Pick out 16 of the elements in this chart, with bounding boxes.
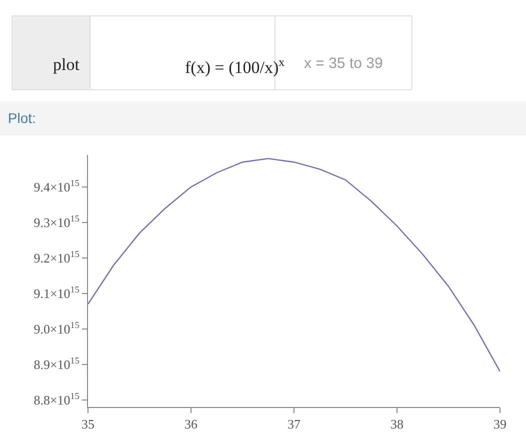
- text: f(x) = (100/x)$^{x}$: [185, 55, 285, 78]
- y-tick-label: 9.4×10$^{15}$: [34, 178, 80, 194]
- y-tick-label: 8.8×10$^{15}$: [34, 390, 80, 408]
- y-tick-label: 8.9×10$^{15}$: [34, 356, 80, 372]
- x-tick-label: 36: [184, 416, 198, 432]
- x-tick-label: 35: [82, 416, 94, 432]
- x-tick-label: 38: [390, 416, 404, 432]
- chart-title: Plot:: [8, 110, 36, 126]
- text: plot: [53, 55, 80, 74]
- x-tick-label: 39: [494, 416, 506, 432]
- y-tick-label: 9.1×10$^{15}$: [34, 284, 80, 301]
- y-tick-label: 9.2×10$^{15}$: [34, 249, 80, 266]
- text: x = 35 to 39: [304, 55, 383, 72]
- y-tick-label: 9.3×10$^{15}$: [34, 214, 80, 230]
- y-tick-label: 9.0×10$^{15}$: [34, 320, 80, 336]
- x-tick-label: 37: [288, 416, 301, 432]
